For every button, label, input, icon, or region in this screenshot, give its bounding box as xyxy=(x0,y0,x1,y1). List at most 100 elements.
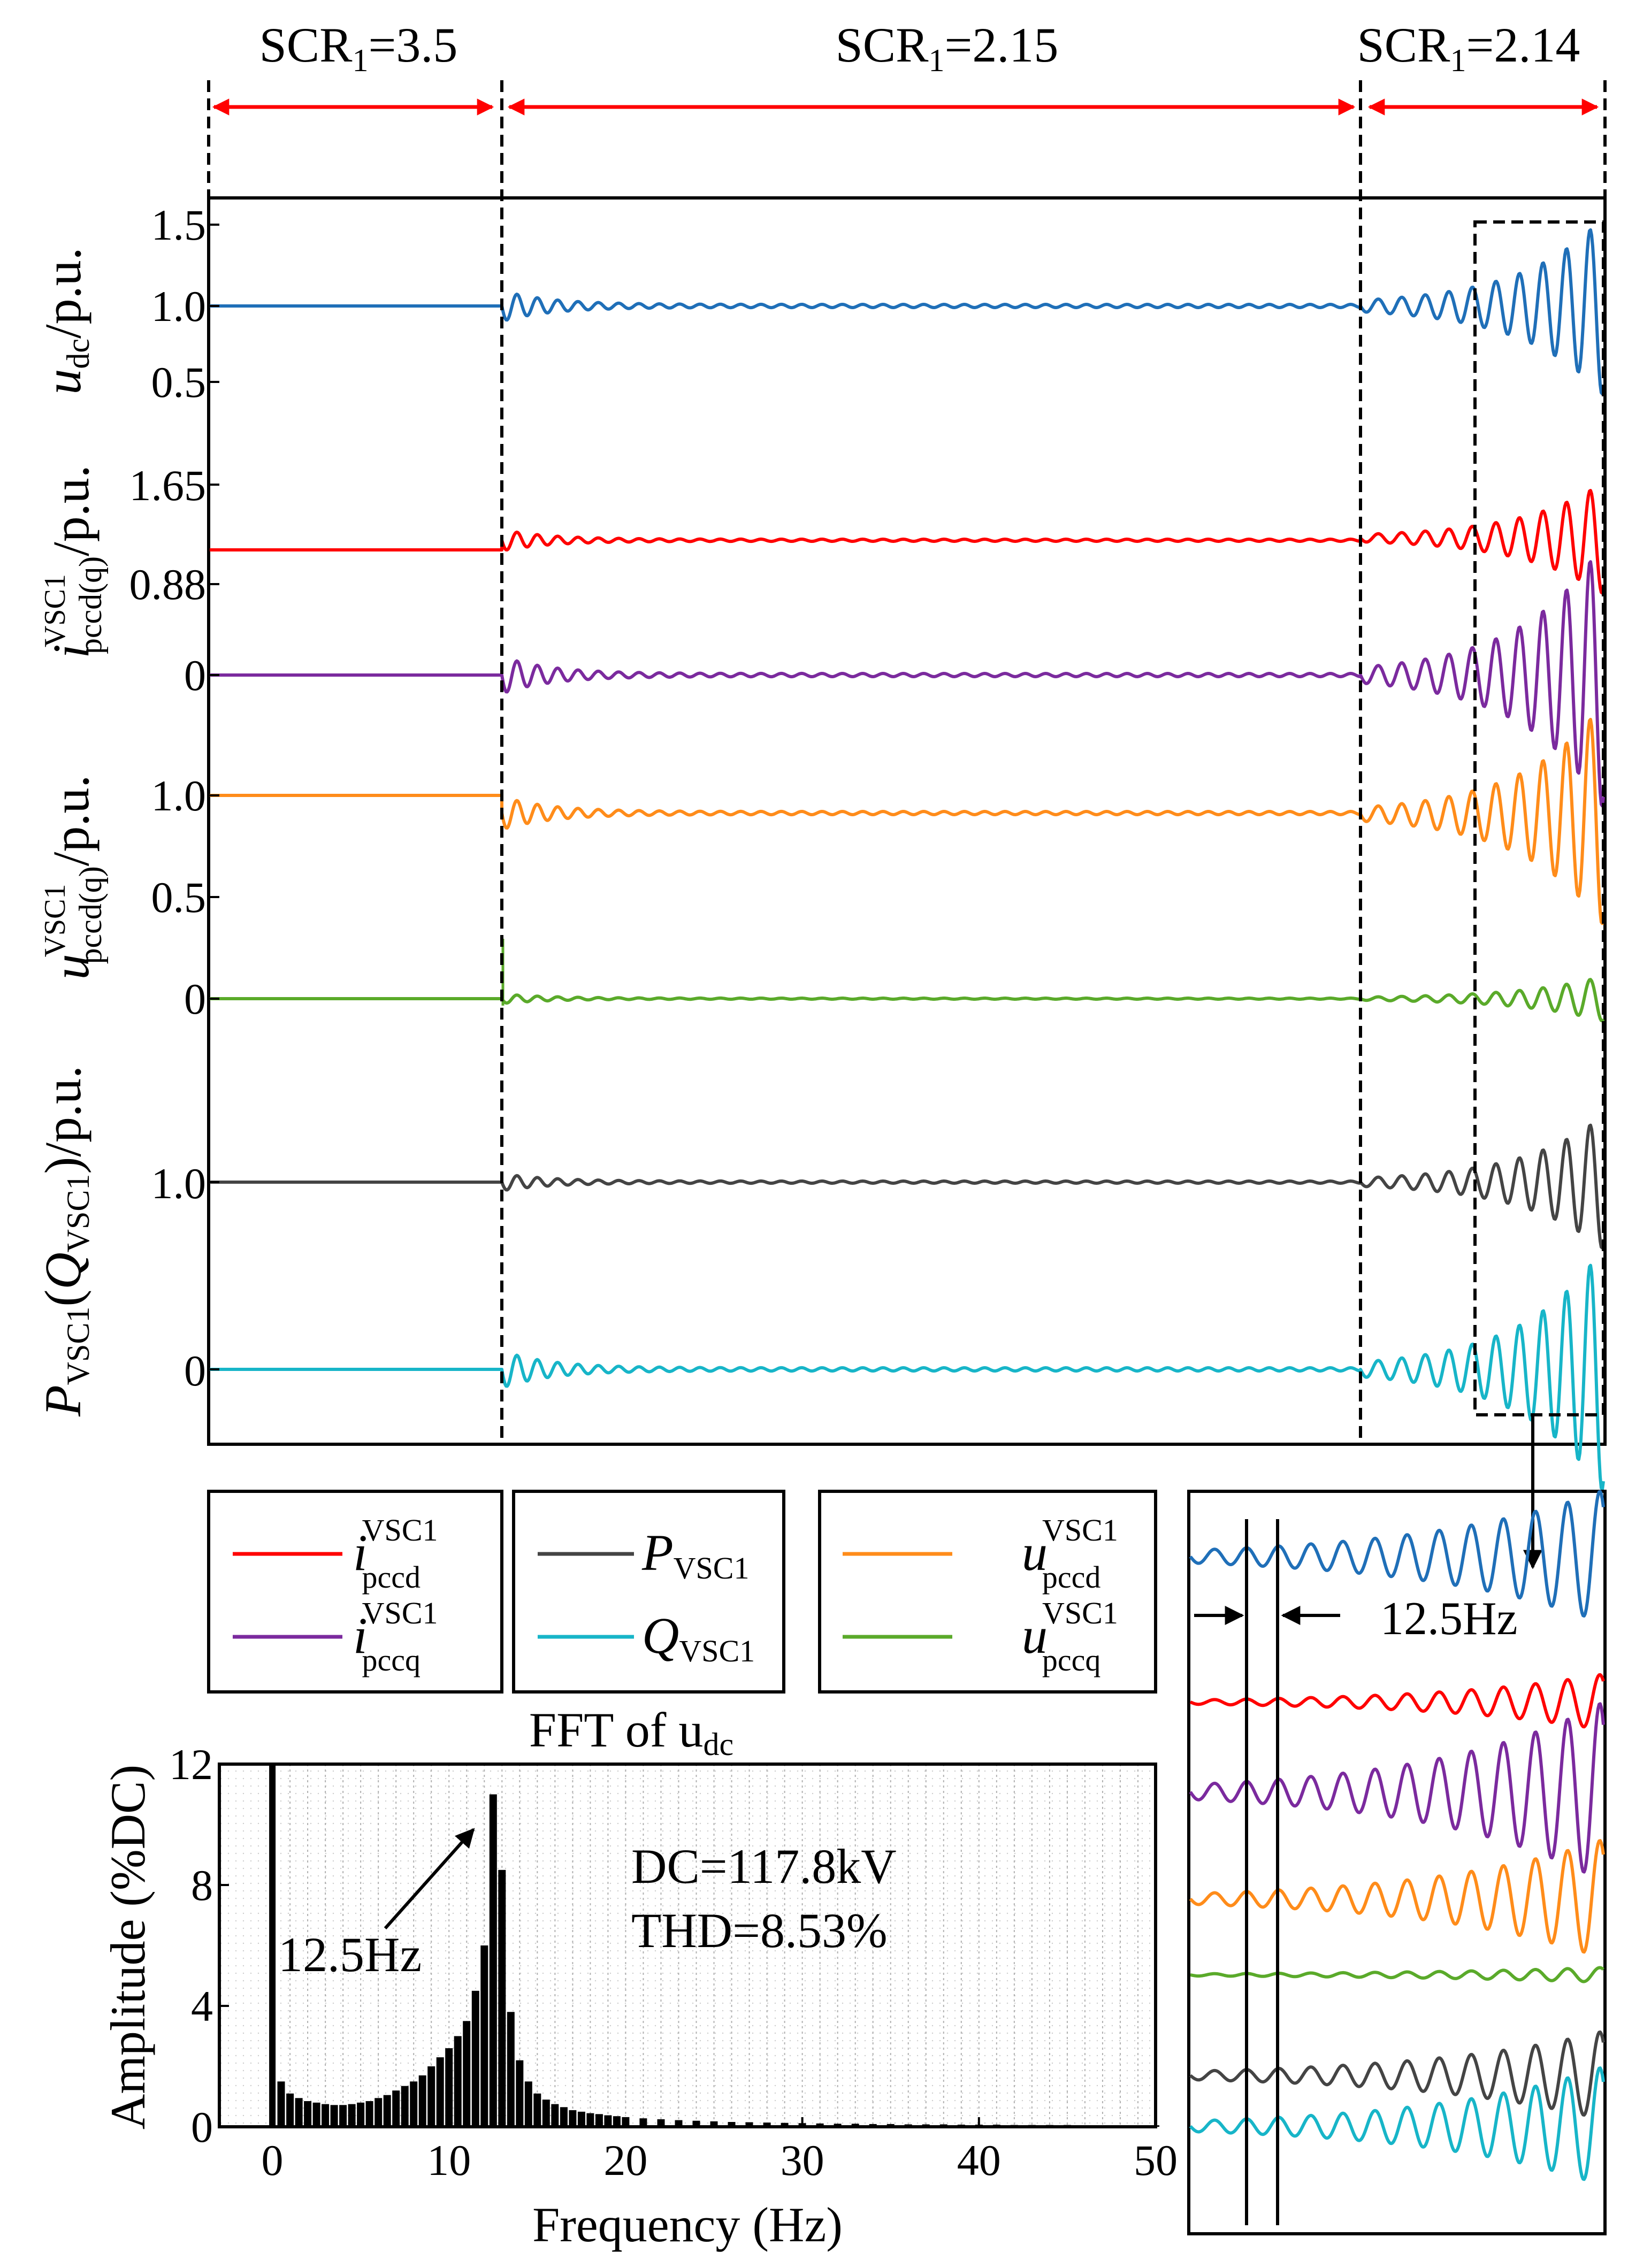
fft-bar xyxy=(365,2101,373,2127)
legend-label-upccq: uVSC1 pccq xyxy=(1022,1596,1118,1677)
fft-bar xyxy=(604,2115,612,2127)
fft-bar xyxy=(374,2098,383,2127)
fft-gridlines xyxy=(272,1764,1156,2127)
fft-bar xyxy=(569,2110,577,2127)
fft-bar xyxy=(348,2104,356,2127)
fft-title: FFT of udc xyxy=(529,1703,733,1762)
segment-label-1: SCR1=3.5 xyxy=(259,18,458,78)
fft-bar xyxy=(427,2066,435,2127)
legend-label-ipccq: iVSC1 pccq xyxy=(353,1596,438,1677)
tick-udc-1-5: 1.5 xyxy=(151,201,207,249)
fft-bar xyxy=(639,2118,647,2127)
zoom-panel: 12.5Hz xyxy=(1187,1490,1607,2235)
fft-bar xyxy=(542,2100,550,2127)
legend-label-p: PVSC1 xyxy=(641,1524,749,1585)
fft-bar xyxy=(710,2121,718,2127)
fft-bar xyxy=(322,2104,330,2127)
fft-xlabel: Frequency (Hz) xyxy=(532,2197,843,2252)
fft-bar xyxy=(498,1869,506,2127)
fft-bar xyxy=(480,1945,488,2127)
ylabel-power: PVSC1(QVSC1)/p.u. xyxy=(34,1066,96,1417)
fft-bar xyxy=(401,2086,409,2127)
main-y-ticks: 1.5 1.0 0.5 1.65 0.88 0 1.0 0.5 0 1.0 0 xyxy=(129,201,207,1395)
fft-bar xyxy=(330,2105,338,2127)
fft-bar xyxy=(286,2093,294,2127)
fft-xtick-label: 20 xyxy=(603,2136,647,2185)
legend-box-voltages xyxy=(818,1490,1157,1694)
fft-bar xyxy=(586,2113,594,2127)
trace-ipccd xyxy=(210,489,1605,595)
legend: iVSC1 pccd iVSC1 pccq PVSC1 QVSC1 uVSC1 pcc… xyxy=(207,1490,1157,1694)
fft-bar xyxy=(516,2060,524,2127)
trace-ipccq xyxy=(210,560,1605,808)
fft-thd-text: THD=8.53% xyxy=(631,1903,888,1958)
fft-ytick-label: 8 xyxy=(191,1861,213,1910)
fft-bar xyxy=(763,2123,771,2127)
fft-bar xyxy=(560,2107,568,2127)
fft-bar xyxy=(507,2012,515,2127)
fft-dc-text: DC=117.8kV xyxy=(631,1839,897,1894)
fft-bar xyxy=(524,2081,532,2127)
tick-ipcc-0-88: 0.88 xyxy=(129,560,207,609)
tick-power-1-0: 1.0 xyxy=(151,1159,207,1208)
fft-bar xyxy=(577,2111,585,2127)
fft-bar xyxy=(436,2057,444,2127)
fft-bar xyxy=(692,2120,700,2127)
zoom-trace-upccq xyxy=(1190,1966,1604,1983)
fft-bar xyxy=(533,2093,541,2127)
segment-label-3: SCR1=2.14 xyxy=(1357,18,1580,78)
legend-label-q: QVSC1 xyxy=(642,1607,755,1668)
fft-xtick-label: 10 xyxy=(427,2136,471,2185)
fft-bar xyxy=(304,2101,312,2127)
legend-label-ipccd: iVSC1 pccd xyxy=(353,1513,438,1595)
legend-label-upccd: uVSC1 pccd xyxy=(1022,1513,1118,1595)
fft-bar xyxy=(489,1794,497,2127)
tick-upcc-0-5: 0.5 xyxy=(151,873,207,922)
fft-xtick-label: 50 xyxy=(1134,2136,1178,2185)
fft-bar xyxy=(471,1990,479,2127)
trace-q xyxy=(210,1263,1605,1491)
trace-p xyxy=(210,1123,1605,1250)
trace-udc xyxy=(210,228,1605,396)
zoom-waveforms xyxy=(1189,1490,1605,2181)
fft-bar xyxy=(312,2102,320,2127)
fft-bar xyxy=(277,2081,285,2127)
fft-ytick-label: 12 xyxy=(169,1740,213,1789)
fft-y-ticks: 0 4 8 12 xyxy=(169,1740,229,2151)
zoom-trace-udc xyxy=(1189,1490,1605,1618)
zoom-trace-q xyxy=(1189,2066,1605,2181)
fft-bar xyxy=(595,2114,603,2127)
main-plot-frame xyxy=(207,196,1607,1446)
zoom-trace-ipccd xyxy=(1189,1673,1605,1729)
trace-upccq xyxy=(210,978,1605,1023)
fft-bar xyxy=(357,2102,365,2127)
fft-bar xyxy=(410,2081,418,2127)
fft-bar xyxy=(728,2122,736,2127)
fft-xtick-label: 40 xyxy=(957,2136,1001,2185)
tick-ipcc-0: 0 xyxy=(184,651,206,700)
fft-bar xyxy=(657,2119,665,2127)
segment-annotations: SCR1=3.5 SCR1=2.15 SCR1=2.14 xyxy=(212,18,1599,116)
fft-bar xyxy=(675,2120,683,2127)
zoom-trace-p xyxy=(1189,2030,1605,2117)
fft-bar xyxy=(269,1764,276,2127)
tick-ipcc-1-65: 1.65 xyxy=(129,461,207,510)
fft-bar xyxy=(454,2036,462,2127)
fft-bar xyxy=(816,2123,824,2127)
legend-box-powers xyxy=(512,1490,785,1694)
zoom-trace-ipccq xyxy=(1189,1702,1605,1874)
fft-ytick-label: 4 xyxy=(191,1982,213,2031)
fft-chart: FFT of udc 0 10 20 30 40 50 0 4 8 12 Frequency (… xyxy=(101,1703,1178,2252)
tick-upcc-0: 0 xyxy=(184,975,206,1023)
fft-bar xyxy=(445,2048,453,2127)
zoom-frame xyxy=(1187,1490,1607,2235)
fft-bar xyxy=(383,2095,391,2127)
fft-xtick-label: 30 xyxy=(781,2136,824,2185)
tick-udc-0-5: 0.5 xyxy=(151,358,207,407)
fft-bar xyxy=(295,2098,303,2127)
tick-power-0: 0 xyxy=(184,1346,206,1395)
fft-plot-area xyxy=(219,1764,1156,2127)
zoom-trace-upccd xyxy=(1189,1839,1605,1954)
fft-bar xyxy=(613,2116,621,2127)
